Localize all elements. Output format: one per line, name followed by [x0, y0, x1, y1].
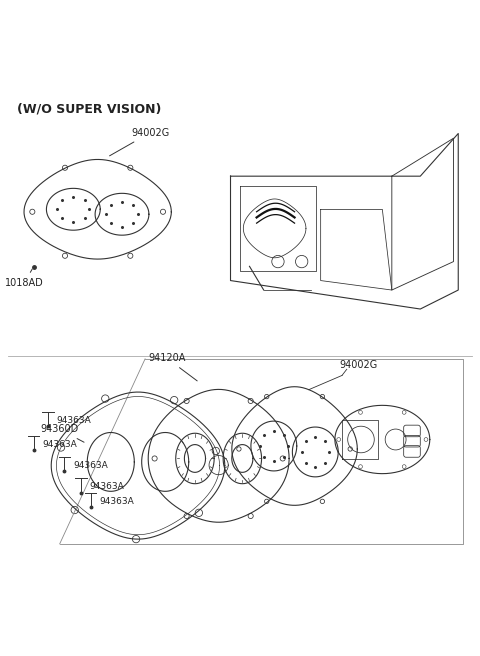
Text: (W/O SUPER VISION): (W/O SUPER VISION) — [17, 102, 161, 115]
Text: 94363A: 94363A — [73, 461, 108, 470]
Text: 94360D: 94360D — [41, 424, 84, 442]
Text: 94363A: 94363A — [99, 497, 134, 506]
Text: 94002G: 94002G — [340, 360, 378, 370]
Text: 94363A: 94363A — [42, 440, 77, 449]
Text: 94002G: 94002G — [109, 128, 169, 156]
Text: 94120A: 94120A — [148, 353, 197, 381]
Text: 1018AD: 1018AD — [5, 269, 44, 287]
Text: 94363A: 94363A — [90, 482, 124, 491]
Text: 94363A: 94363A — [56, 416, 91, 425]
